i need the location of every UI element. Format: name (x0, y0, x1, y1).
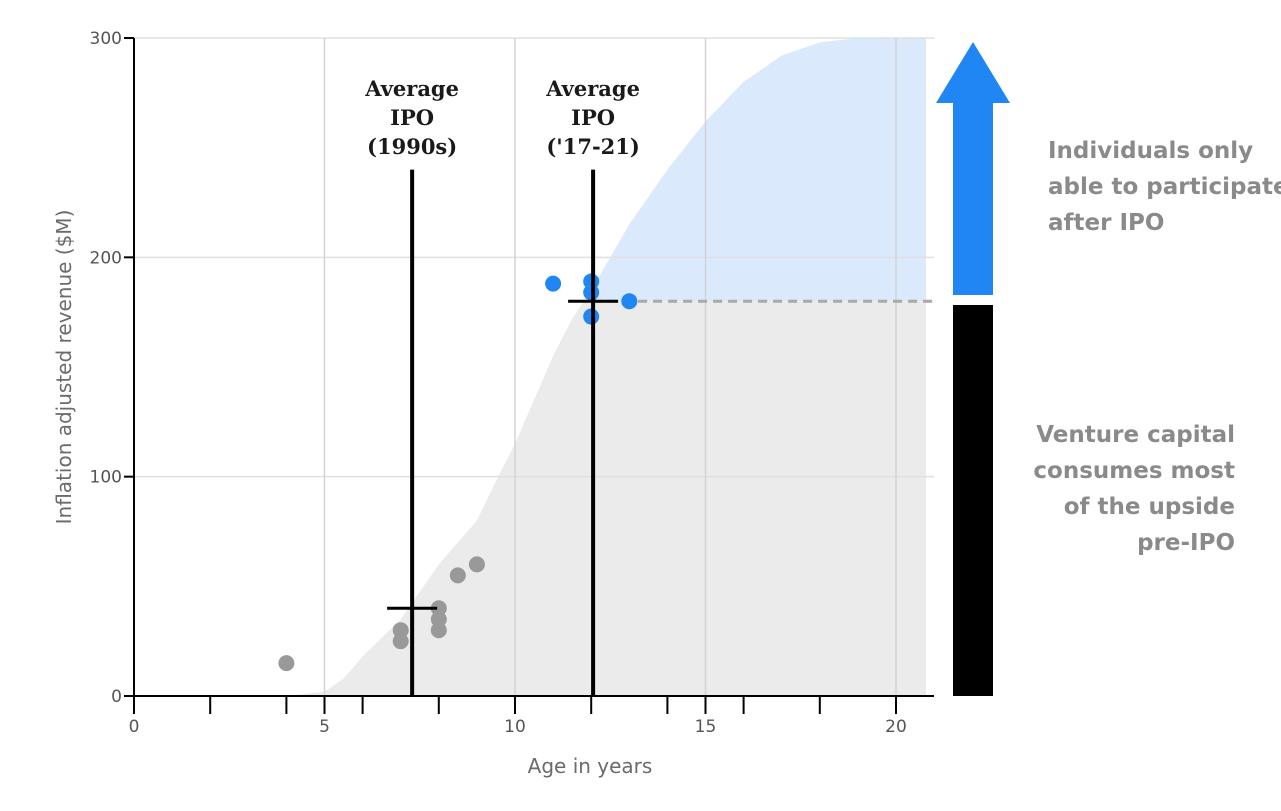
upside-arrow-shaft (953, 102, 993, 295)
side-panel: Individuals only able to participate after… (936, 42, 1281, 696)
average-ipo-label: (1990s) (367, 134, 457, 159)
pre-ipo-point (278, 655, 295, 672)
y-axis-title: Inflation adjusted revenue ($M) (52, 210, 76, 525)
pre-ipo-caption: of the upside (1064, 494, 1235, 520)
x-tick-label: 15 (695, 717, 717, 737)
pre-ipo-point (392, 622, 409, 639)
marks-layer: Average IPO (1990s) Average IPO ('17-21) (278, 76, 934, 696)
post-ipo-caption: able to participate (1048, 174, 1281, 200)
x-tick-label: 10 (504, 717, 526, 737)
x-tick-label: 20 (885, 717, 907, 737)
post-ipo-point (621, 293, 638, 310)
grid-layer (134, 37, 934, 696)
x-tick-label: 5 (319, 717, 330, 737)
pre-ipo-bar (953, 305, 993, 696)
y-tick-label: 100 (90, 468, 122, 488)
average-ipo-label: Average (364, 76, 459, 101)
average-ipo-label: ('17-21) (546, 134, 639, 159)
pre-ipo-point (449, 567, 466, 584)
post-ipo-caption: after IPO (1048, 210, 1164, 236)
average-ipo-label: Average (545, 76, 640, 101)
average-ipo-label: IPO (390, 105, 434, 130)
pre-ipo-caption: pre-IPO (1137, 530, 1235, 556)
pre-ipo-area (286, 301, 926, 696)
pre-ipo-point (430, 611, 447, 628)
axes-layer: 0 100 200 300 0 5 10 15 20 (90, 29, 934, 737)
pre-ipo-point (430, 622, 447, 639)
x-axis-title: Age in years (528, 754, 653, 778)
y-tick-label: 0 (111, 687, 122, 707)
pre-ipo-point (392, 633, 409, 650)
area-layer (286, 38, 926, 696)
post-ipo-caption: Individuals only (1048, 138, 1253, 164)
y-tick-label: 200 (90, 248, 122, 268)
pre-ipo-point (468, 556, 485, 573)
pre-ipo-point (430, 600, 447, 617)
post-ipo-area (286, 38, 926, 302)
average-ipo-label: IPO (571, 105, 615, 130)
pre-ipo-caption: Venture capital (1036, 422, 1235, 448)
upside-arrow-head (936, 42, 1010, 103)
pre-ipo-caption: consumes most (1033, 458, 1235, 484)
y-tick-label: 300 (90, 29, 122, 49)
x-tick-label: 0 (129, 717, 140, 737)
post-ipo-point (545, 275, 562, 292)
